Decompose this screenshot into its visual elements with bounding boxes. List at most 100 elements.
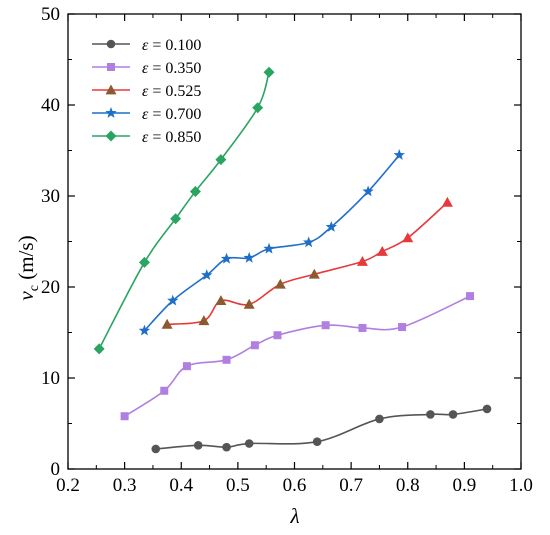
data-point [201,269,213,281]
series-1 [120,292,475,421]
legend-value: = 0.525 [148,83,201,100]
legend-symbol: ε [142,37,149,54]
data-point [243,251,255,263]
data-point [263,242,275,254]
y-tick-label: 0 [51,459,61,480]
data-point [222,442,231,452]
legend-item: ε = 0.100 [92,37,201,54]
data-point [243,298,255,309]
data-point [167,294,179,306]
data-point [466,292,475,301]
legend-value: = 0.700 [148,106,201,123]
y-tick-label: 40 [41,95,60,116]
data-point [356,256,368,266]
legend-marker [105,107,117,118]
legend-item: ε = 0.350 [92,60,201,77]
legend-value: = 0.850 [148,129,201,146]
legend-symbol: ε [142,60,149,77]
data-point [182,362,191,371]
data-point [308,268,320,279]
legend-label: ε = 0.100 [142,37,201,54]
data-point [170,213,182,225]
data-point [263,66,275,78]
data-point [393,149,405,160]
data-point [138,256,150,268]
data-point [274,278,286,289]
series-0 [151,404,492,454]
legend-value: = 0.350 [148,60,201,77]
series-line-1 [124,295,471,417]
data-point [302,236,315,248]
series-group [93,66,492,454]
data-point [321,321,330,330]
data-point [376,246,388,256]
y-tick-label: 30 [41,186,60,207]
data-point [250,341,259,350]
data-point [120,412,129,421]
legend-value: = 0.100 [148,37,201,54]
x-tick-label: 0.2 [56,475,80,496]
x-axis-label: λ [289,504,299,528]
y-tick-label: 10 [41,368,60,389]
data-point [402,232,414,243]
x-tick-label: 0.9 [453,475,477,496]
legend-marker [107,63,115,71]
plot-frame [67,13,522,470]
legend-label: ε = 0.350 [142,60,201,77]
x-tick-label: 0.5 [226,475,250,496]
axes: 0.2 0.3 0.4 0.5 0.6 0.7 0.8 0.9 1.0 0 10 20 30 40 50 [41,4,533,496]
data-point [362,185,374,197]
series-3 [138,149,405,336]
series-line-0 [155,408,488,450]
series-line-2 [167,201,448,326]
series-line-3 [143,154,400,332]
data-point [138,324,151,336]
data-point [358,323,367,332]
data-point [325,220,338,232]
x-tick-label: 0.6 [283,475,307,496]
data-point [441,196,453,207]
series-4 [93,66,275,355]
legend-label: ε = 0.700 [142,106,201,123]
y-axis-label-symbol: v [14,291,38,301]
data-point [160,386,169,395]
legend-item: ε = 0.850 [92,129,201,146]
data-point [198,315,210,326]
data-point [161,318,173,329]
data-point [215,295,227,306]
x-tick-label: 0.8 [396,475,420,496]
data-point [220,252,233,264]
legend-marker [105,84,117,95]
data-point [398,323,407,332]
data-point [151,444,161,454]
legend-item: ε = 0.700 [92,106,201,123]
y-tick-label: 20 [41,277,60,298]
data-point [193,441,203,450]
data-point [244,439,254,448]
data-point [426,410,435,419]
legend-symbol: ε [142,129,149,146]
series-2 [161,196,453,329]
data-point [482,404,492,414]
data-point [448,410,458,419]
legend-symbol: ε [142,83,149,100]
legend-item: ε = 0.525 [92,83,201,100]
x-tick-label: 0.7 [339,475,363,496]
y-axis-label-unit: (m/s) [14,235,38,285]
data-point [189,185,201,197]
data-point [222,355,231,364]
legend-label: ε = 0.525 [142,83,201,100]
data-point [252,102,264,114]
legend-marker [105,130,117,142]
data-point [312,437,322,447]
data-point [215,154,227,166]
legend-label: ε = 0.850 [142,129,201,146]
x-tick-label: 0.3 [113,475,137,496]
y-axis-label: vc (m/s) [14,235,42,300]
data-point [93,343,105,355]
y-axis-label-subscript: c [27,285,42,291]
data-point [375,414,384,424]
